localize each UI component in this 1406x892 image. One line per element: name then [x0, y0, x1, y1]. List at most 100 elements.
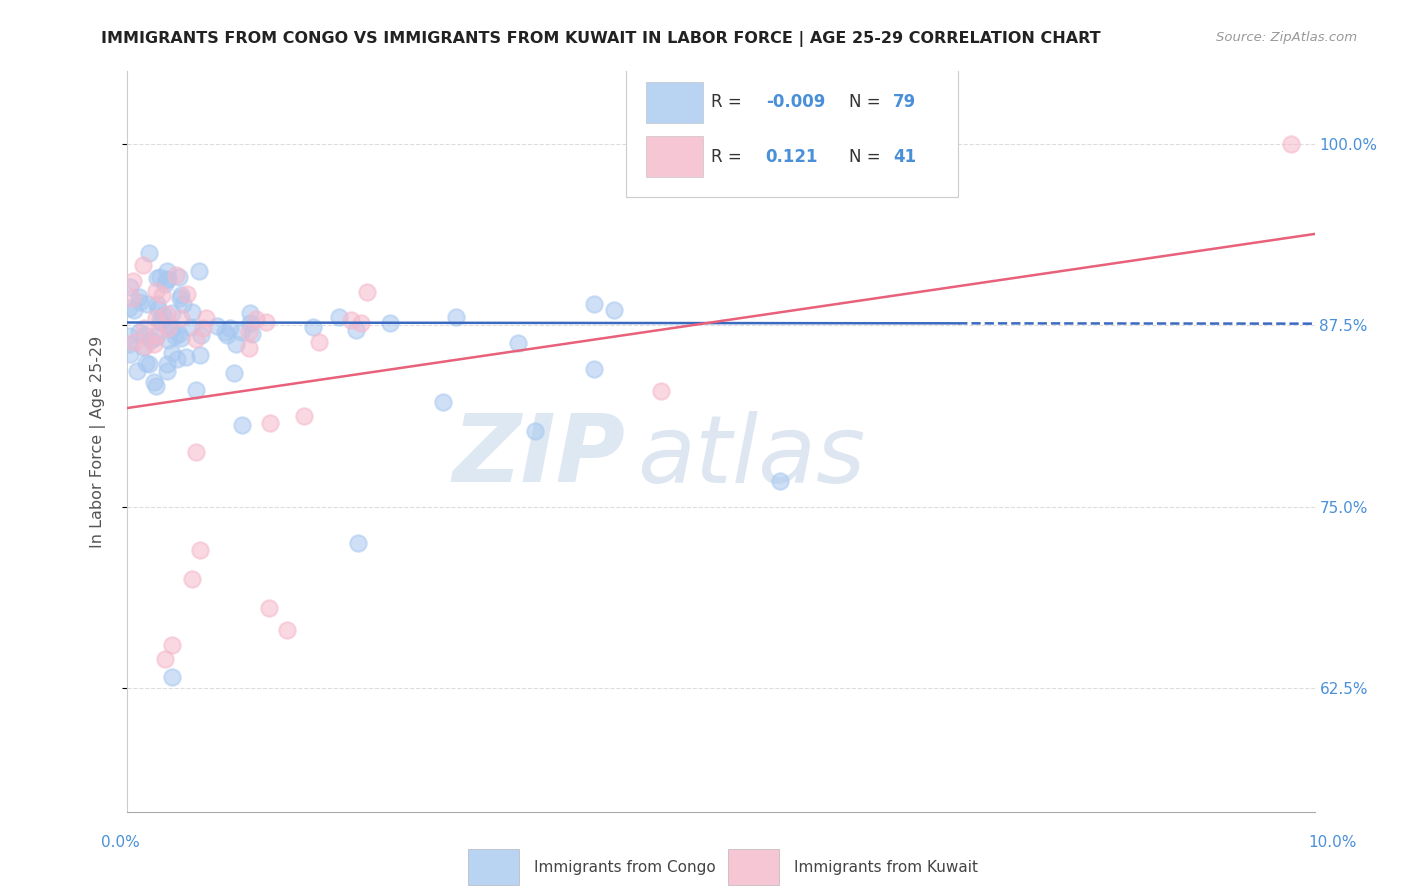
Point [276, 624, 298, 638]
Text: N =: N = [849, 94, 880, 112]
Point [603, 303, 626, 318]
Point [180, 320, 202, 334]
Point [118, 337, 141, 351]
Point [583, 361, 606, 376]
Point [187, 264, 209, 278]
Point [118, 329, 141, 343]
Point [134, 339, 156, 353]
Point [145, 311, 167, 326]
Text: IMMIGRANTS FROM CONGO VS IMMIGRANTS FROM KUWAIT IN LABOR FORCE | AGE 25-29 CORRE: IMMIGRANTS FROM CONGO VS IMMIGRANTS FROM… [101, 31, 1101, 47]
FancyBboxPatch shape [645, 136, 703, 178]
Point [156, 263, 179, 277]
Point [356, 285, 378, 300]
Point [129, 294, 152, 309]
Point [350, 317, 373, 331]
FancyBboxPatch shape [626, 64, 959, 197]
Point [245, 311, 267, 326]
Point [120, 347, 142, 361]
Point [257, 601, 280, 615]
Point [169, 327, 191, 342]
Point [169, 291, 191, 305]
Point [124, 302, 146, 317]
Point [650, 384, 672, 398]
Point [184, 332, 207, 346]
Point [165, 268, 187, 282]
Point [156, 364, 179, 378]
Point [301, 319, 323, 334]
Point [145, 330, 167, 344]
Point [160, 346, 183, 360]
Point [170, 311, 193, 326]
Point [339, 312, 361, 326]
Text: N =: N = [849, 147, 880, 166]
Point [132, 320, 155, 334]
Text: R =: R = [711, 147, 742, 166]
Point [149, 313, 172, 327]
Point [239, 316, 262, 330]
Point [308, 334, 330, 349]
Text: 41: 41 [893, 147, 915, 166]
Point [292, 409, 315, 423]
Point [146, 302, 169, 317]
Point [238, 341, 260, 355]
Text: 10.0%: 10.0% [1309, 836, 1357, 850]
Text: -0.009: -0.009 [766, 94, 825, 112]
Point [224, 366, 246, 380]
Point [191, 321, 214, 335]
Point [347, 536, 370, 550]
Point [132, 258, 155, 272]
Point [162, 321, 184, 335]
Point [121, 291, 143, 305]
Point [186, 383, 208, 397]
Point [152, 308, 174, 322]
Point [1279, 136, 1302, 151]
Point [159, 321, 181, 335]
Point [156, 307, 179, 321]
Point [160, 670, 183, 684]
Point [149, 270, 172, 285]
Text: 0.0%: 0.0% [101, 836, 141, 850]
Point [160, 306, 183, 320]
Point [170, 331, 193, 345]
Point [215, 328, 238, 343]
Point [160, 638, 183, 652]
Point [238, 326, 260, 340]
Point [180, 573, 202, 587]
Point [155, 357, 177, 371]
Point [156, 334, 179, 348]
Point [122, 274, 145, 288]
Point [239, 306, 262, 320]
Y-axis label: In Labor Force | Age 25-29: In Labor Force | Age 25-29 [90, 335, 105, 548]
Point [172, 297, 194, 311]
Point [155, 277, 177, 291]
Point [150, 287, 173, 301]
Point [139, 333, 162, 347]
Point [128, 325, 150, 339]
Text: atlas: atlas [637, 411, 866, 502]
Point [170, 288, 193, 302]
FancyBboxPatch shape [645, 82, 703, 123]
Point [190, 328, 212, 343]
Text: Source: ZipAtlas.com: Source: ZipAtlas.com [1216, 31, 1357, 45]
Point [145, 285, 167, 299]
Point [128, 290, 150, 304]
Point [163, 328, 186, 343]
Point [181, 305, 204, 319]
Point [186, 445, 208, 459]
Point [259, 417, 281, 431]
Point [118, 280, 141, 294]
Point [157, 320, 180, 334]
Point [444, 310, 467, 325]
Point [138, 246, 160, 260]
Text: 79: 79 [893, 94, 917, 112]
Point [174, 350, 197, 364]
Point [214, 325, 236, 339]
Point [138, 357, 160, 371]
Point [167, 269, 190, 284]
Text: ZIP: ZIP [453, 410, 626, 502]
Point [143, 337, 166, 351]
Point [145, 379, 167, 393]
Point [135, 356, 157, 370]
Point [176, 287, 198, 301]
Point [118, 301, 141, 315]
